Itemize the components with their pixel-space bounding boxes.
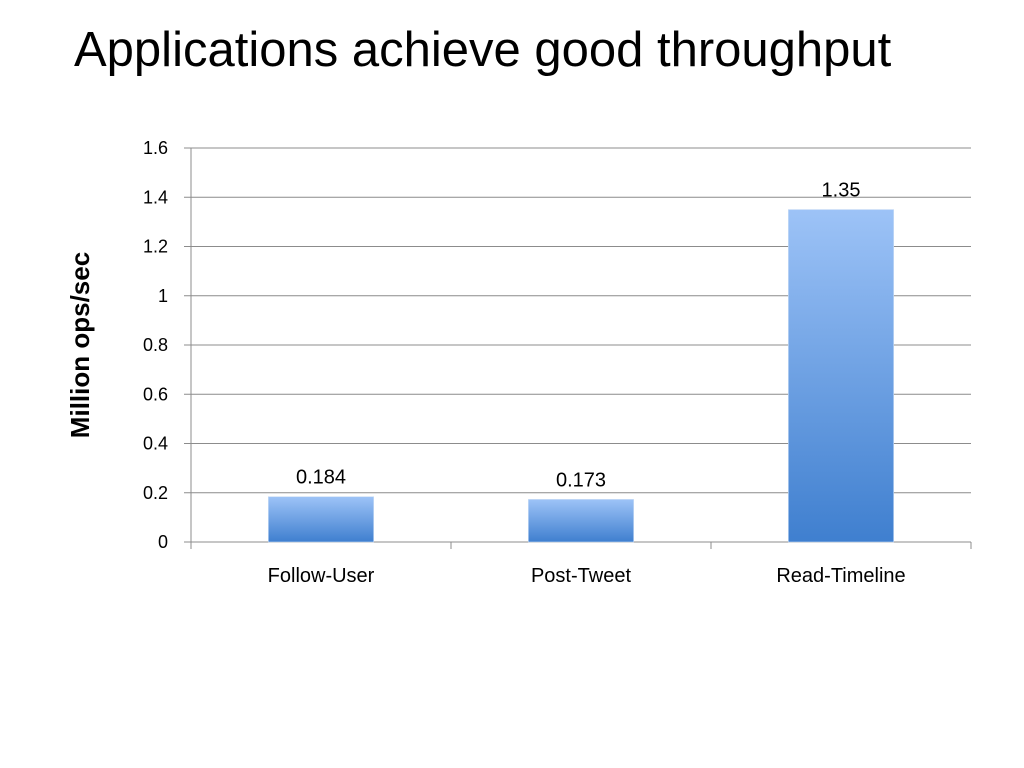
bar-post-tweet xyxy=(528,499,634,543)
bars xyxy=(268,209,894,543)
y-tick-label: 0.6 xyxy=(143,384,168,404)
x-category-label: Follow-User xyxy=(268,565,375,587)
y-tick-label: 0.2 xyxy=(143,483,168,503)
data-label: 0.184 xyxy=(296,467,346,489)
bar-read-timeline xyxy=(788,209,894,543)
slide-title: Applications achieve good throughput xyxy=(74,23,892,77)
y-tick-label: 1.6 xyxy=(143,138,168,158)
y-tick-label: 0.4 xyxy=(143,434,168,454)
y-axis-label: Million ops/sec xyxy=(65,252,95,438)
x-category-label: Read-Timeline xyxy=(776,565,905,587)
y-tick-label: 1.2 xyxy=(143,237,168,257)
data-label: 0.173 xyxy=(556,469,606,491)
labels: 0 0.2 0.4 0.6 0.8 1 1.2 1.4 1.6 0.184 Follow-User 0… xyxy=(143,138,906,587)
y-tick-label: 1.4 xyxy=(143,187,168,207)
x-category-label: Post-Tweet xyxy=(531,565,631,587)
gridlines xyxy=(191,147,971,494)
y-tick-label: 1 xyxy=(158,286,168,306)
y-tick-label: 0 xyxy=(158,532,168,552)
y-tick-label: 0.8 xyxy=(143,335,168,355)
bar-follow-user xyxy=(268,496,374,543)
data-label: 1.35 xyxy=(822,180,861,202)
